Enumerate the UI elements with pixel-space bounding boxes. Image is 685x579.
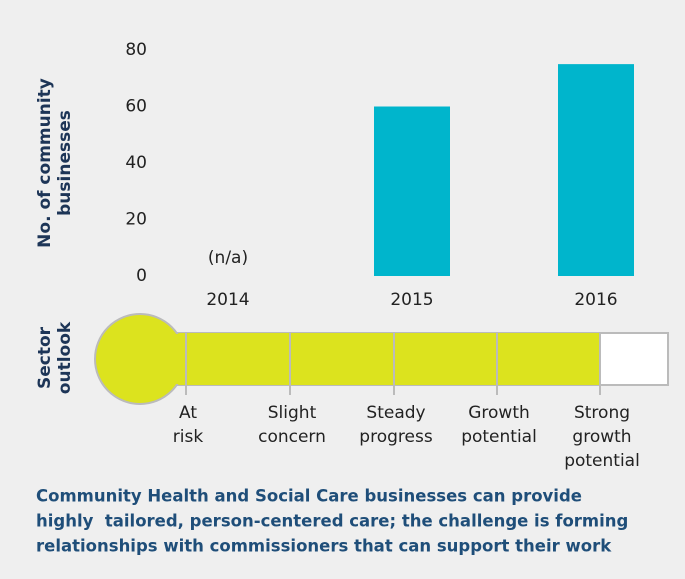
outlook-label: outlook xyxy=(55,321,75,394)
y-axis-label: businesses xyxy=(55,110,75,216)
x-tick-label: 2016 xyxy=(574,290,617,310)
outlook-label: Sector xyxy=(35,326,55,389)
level-label: Slight xyxy=(268,403,317,423)
y-tick-label: 40 xyxy=(125,153,147,173)
annotation: (n/a) xyxy=(208,248,248,268)
x-tick-label: 2015 xyxy=(390,290,433,310)
caption: highly tailored, person-centered care; t… xyxy=(36,512,628,531)
y-tick-label: 80 xyxy=(125,40,147,60)
level-label: progress xyxy=(359,427,433,447)
level-label: risk xyxy=(173,427,204,447)
bar xyxy=(558,64,634,276)
level-label: At xyxy=(179,403,197,423)
level-label: potential xyxy=(461,427,537,447)
level-label: Strong xyxy=(574,403,630,423)
x-tick-label: 2014 xyxy=(206,290,249,310)
gauge-fill xyxy=(140,333,600,385)
y-axis-label: No. of community xyxy=(35,78,55,248)
level-label: growth xyxy=(572,427,631,447)
level-label: concern xyxy=(258,427,326,447)
bar xyxy=(374,106,450,276)
y-tick-label: 60 xyxy=(125,97,147,117)
bulb-join xyxy=(140,334,190,384)
y-tick-label: 20 xyxy=(125,210,147,230)
y-tick-label: 0 xyxy=(136,266,147,286)
level-label: Steady xyxy=(366,403,425,423)
level-label: potential xyxy=(564,451,640,471)
caption: relationships with commissioners that ca… xyxy=(36,537,612,556)
caption: Community Health and Social Care busines… xyxy=(36,487,582,506)
level-label: Growth xyxy=(468,403,530,423)
